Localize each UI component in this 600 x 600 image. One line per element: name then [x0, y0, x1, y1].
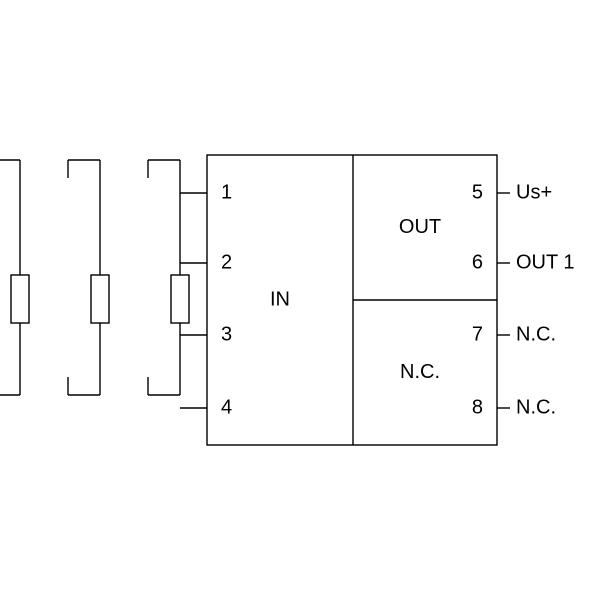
in-label: IN	[270, 288, 290, 310]
nc-label: N.C.	[400, 361, 440, 383]
pin-num-left-3: 3	[221, 323, 232, 345]
pin-label-right-6: OUT 1	[516, 251, 575, 273]
pin-num-left-4: 4	[221, 396, 232, 418]
input-symbol-2-box	[171, 275, 189, 323]
pin-label-right-8: N.C.	[516, 396, 556, 418]
schematic-diagram: IN OUT N.C. 1 2 3 4 5 Us+ 6 OUT 1 7 N.C. 8 N.C.	[0, 0, 600, 600]
pin-num-left-2: 2	[221, 251, 232, 273]
pin-num-right-6: 6	[472, 251, 483, 273]
pin-label-right-7: N.C.	[516, 323, 556, 345]
diagram-bg	[0, 0, 600, 600]
input-symbol-1-box	[91, 275, 109, 323]
pin-num-right-5: 5	[472, 181, 483, 203]
pin-label-right-5: Us+	[516, 181, 552, 203]
pin-num-right-8: 8	[472, 396, 483, 418]
pin-num-right-7: 7	[472, 323, 483, 345]
pin-num-left-1: 1	[221, 181, 232, 203]
out-label: OUT	[399, 216, 441, 238]
input-symbol-0-box	[11, 275, 29, 323]
